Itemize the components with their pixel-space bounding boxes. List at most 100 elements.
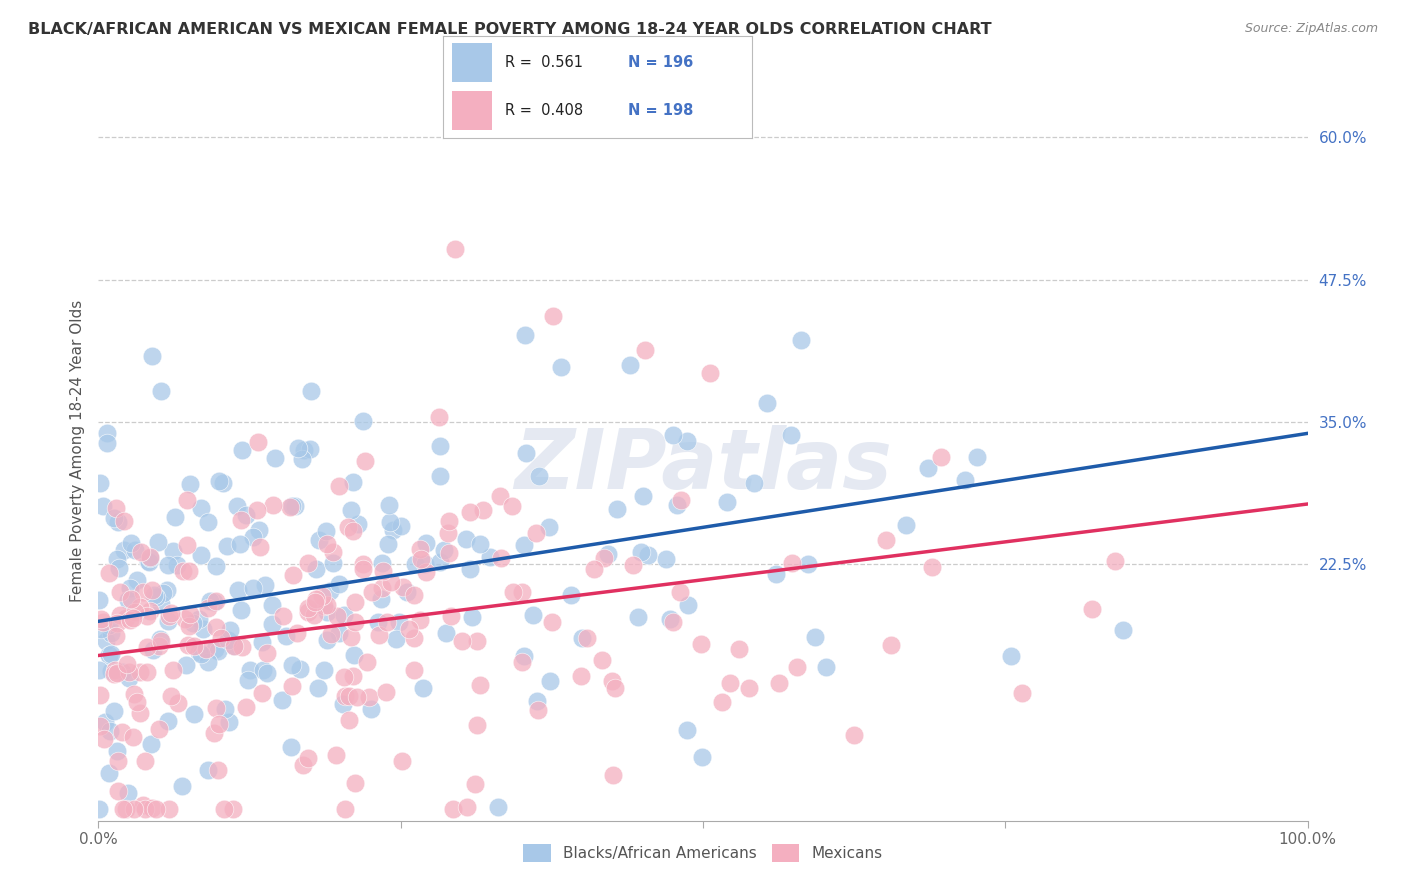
Point: [177, 618, 200, 632]
Point: [141, 582, 163, 597]
Point: [104, 663, 127, 677]
Point: [755, 396, 778, 410]
Point: [212, 475, 235, 490]
Point: [281, 679, 304, 693]
Point: [368, 628, 391, 642]
Point: [176, 538, 198, 552]
Point: [111, 724, 134, 739]
Point: [630, 545, 652, 559]
Point: [332, 697, 354, 711]
Point: [662, 615, 685, 629]
Point: [471, 503, 494, 517]
Point: [135, 665, 157, 679]
Point: [316, 537, 339, 551]
Point: [488, 800, 510, 814]
Point: [127, 695, 149, 709]
Text: R =  0.408: R = 0.408: [505, 103, 583, 118]
Point: [619, 358, 641, 372]
Point: [187, 613, 209, 627]
Point: [409, 541, 432, 556]
Point: [375, 684, 398, 698]
Point: [1000, 649, 1022, 664]
Point: [139, 604, 162, 618]
Point: [124, 606, 146, 620]
Point: [262, 616, 284, 631]
Point: [780, 556, 803, 570]
Point: [288, 662, 311, 676]
Point: [328, 626, 350, 640]
Point: [129, 600, 152, 615]
Point: [742, 476, 765, 491]
Point: [103, 510, 125, 524]
Text: R =  0.561: R = 0.561: [505, 54, 582, 70]
Point: [111, 665, 134, 679]
Point: [342, 669, 364, 683]
Point: [603, 681, 626, 696]
Point: [429, 555, 451, 569]
Point: [204, 641, 226, 656]
Point: [437, 514, 460, 528]
Point: [247, 523, 270, 537]
Point: [699, 366, 721, 380]
Point: [190, 501, 212, 516]
Point: [280, 740, 302, 755]
Point: [89, 719, 111, 733]
Point: [468, 537, 491, 551]
Point: [177, 639, 200, 653]
Point: [141, 801, 163, 815]
Point: [388, 615, 411, 630]
Point: [429, 440, 451, 454]
FancyBboxPatch shape: [453, 43, 492, 82]
Point: [352, 414, 374, 428]
Point: [307, 681, 329, 695]
Point: [404, 557, 426, 571]
Point: [157, 802, 180, 816]
Point: [239, 663, 262, 677]
Point: [541, 615, 564, 629]
Point: [666, 498, 689, 512]
Point: [100, 626, 122, 640]
Point: [235, 700, 257, 714]
Point: [598, 547, 620, 561]
Point: [451, 634, 474, 648]
Point: [512, 648, 534, 663]
Point: [167, 696, 190, 710]
Point: [149, 632, 172, 647]
Point: [228, 582, 250, 597]
Point: [332, 670, 354, 684]
Point: [160, 689, 183, 703]
Point: [333, 802, 356, 816]
Point: [231, 443, 253, 458]
Point: [247, 435, 270, 450]
Point: [103, 667, 125, 681]
Point: [222, 639, 245, 653]
Point: [678, 598, 700, 612]
Point: [97, 618, 120, 632]
Point: [378, 498, 401, 512]
Point: [136, 609, 159, 624]
Point: [571, 631, 593, 645]
Point: [120, 613, 142, 627]
Point: [174, 657, 197, 672]
Point: [550, 359, 572, 374]
Point: [304, 608, 326, 623]
Point: [197, 655, 219, 669]
Point: [335, 689, 357, 703]
Point: [675, 723, 697, 738]
Point: [342, 524, 364, 538]
Point: [136, 640, 159, 655]
Point: [790, 334, 813, 348]
Point: [921, 560, 943, 574]
Point: [314, 599, 336, 614]
Point: [621, 558, 644, 573]
Point: [297, 606, 319, 620]
Point: [292, 758, 315, 772]
Point: [183, 639, 205, 653]
Point: [606, 502, 628, 516]
Point: [464, 777, 486, 791]
Point: [207, 763, 229, 777]
Point: [183, 707, 205, 722]
Point: [284, 500, 307, 514]
Point: [343, 776, 366, 790]
Point: [129, 665, 152, 679]
